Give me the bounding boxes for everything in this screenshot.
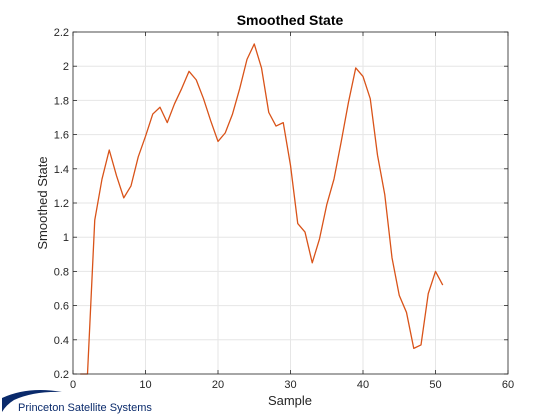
y-tick-label: 0.8 bbox=[54, 266, 69, 278]
y-axis-label: Smoothed State bbox=[35, 156, 50, 249]
x-tick-label: 30 bbox=[284, 379, 296, 391]
y-tick-label: 0.2 bbox=[54, 369, 69, 381]
x-tick-label: 40 bbox=[357, 379, 369, 391]
company-logo: Princeton Satellite Systems bbox=[2, 390, 152, 414]
x-tick-label: 10 bbox=[139, 379, 151, 391]
y-tick-label: 1.2 bbox=[54, 198, 69, 210]
y-tick-label: 2.2 bbox=[54, 27, 69, 39]
y-tick-label: 1 bbox=[63, 232, 69, 244]
y-tick-label: 1.6 bbox=[54, 130, 69, 142]
x-tick-label: 60 bbox=[502, 379, 514, 391]
y-tick-label: 1.8 bbox=[54, 95, 69, 107]
x-tick-label: 20 bbox=[212, 379, 224, 391]
chart-title: Smoothed State bbox=[237, 12, 344, 28]
y-tick-label: 0.6 bbox=[54, 301, 69, 313]
y-tick-label: 1.4 bbox=[54, 164, 69, 176]
x-tick-label: 50 bbox=[429, 379, 441, 391]
x-tick-label: 0 bbox=[70, 379, 76, 391]
y-tick-label: 0.4 bbox=[54, 335, 69, 347]
y-tick-label: 2 bbox=[63, 61, 69, 73]
logo-text: Princeton Satellite Systems bbox=[18, 402, 152, 414]
logo-swoosh-icon bbox=[2, 390, 62, 412]
plot-area: 0 10 20 30 40 50 60 0.2 0.4 0.6 0.8 1 1.2 1.4 1.6 1.8 2 2… bbox=[54, 27, 514, 391]
x-axis-label: Sample bbox=[268, 393, 312, 408]
series-line bbox=[80, 43, 444, 375]
